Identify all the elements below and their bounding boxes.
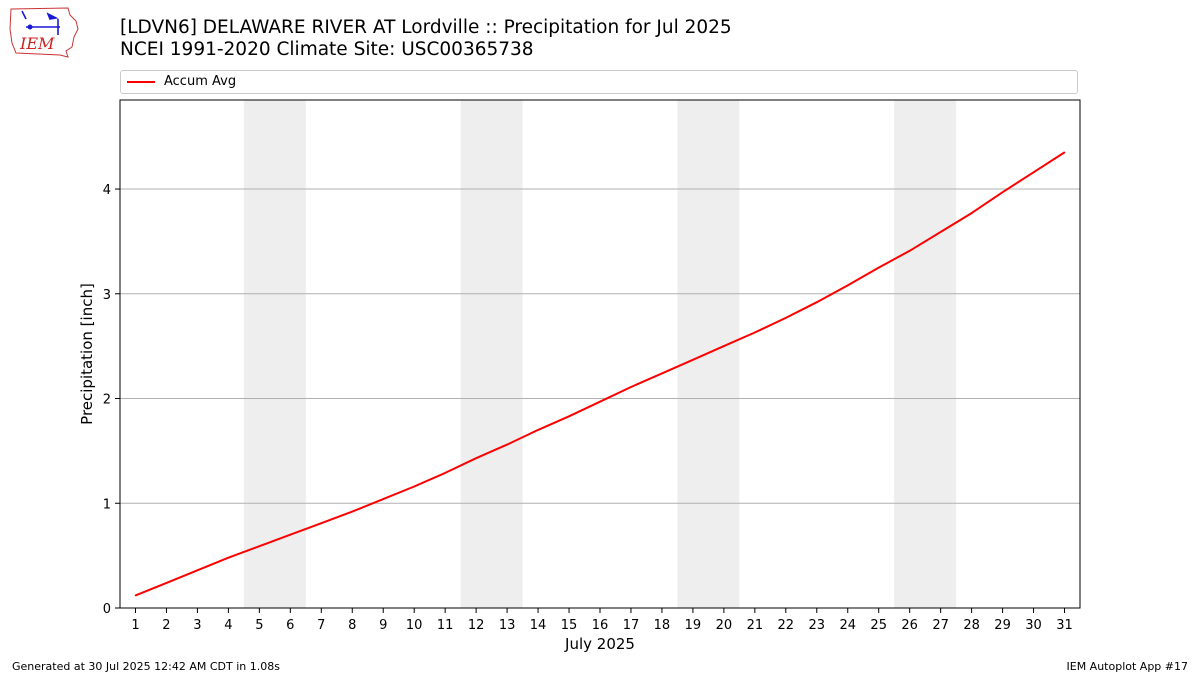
x-tick-label-10: 10 [406, 618, 423, 633]
chart-subtitle: NCEI 1991-2020 Climate Site: USC00365738 [120, 39, 534, 60]
data-point-day-29 [1001, 191, 1004, 193]
chart-title: [LDVN6] DELAWARE RIVER AT Lordville :: P… [120, 17, 732, 38]
x-tick-label-14: 14 [530, 618, 547, 633]
chart-legend: Accum Avg [120, 70, 1078, 94]
x-tick-label-7: 7 [317, 618, 325, 633]
x-tick-label-23: 23 [809, 618, 826, 633]
data-point-day-6 [289, 533, 292, 536]
footer-generated-text: Generated at 30 Jul 2025 12:42 AM CDT in… [12, 660, 280, 673]
x-tick-label-26: 26 [901, 618, 918, 633]
x-tick-label-25: 25 [870, 618, 887, 633]
y-tick-label-1: 1 [103, 497, 111, 512]
data-point-day-10 [413, 485, 415, 488]
data-point-day-31 [1063, 151, 1066, 154]
x-tick-label-8: 8 [348, 618, 356, 633]
x-tick-label-13: 13 [499, 618, 516, 633]
x-tick-label-27: 27 [932, 618, 949, 633]
plot-frame [119, 99, 1081, 609]
data-point-day-14 [537, 429, 539, 431]
data-point-day-12 [475, 457, 477, 460]
data-point-day-27 [939, 231, 942, 233]
x-tick-label-6: 6 [286, 618, 294, 633]
data-point-day-18 [661, 372, 663, 375]
x-tick-label-28: 28 [963, 618, 980, 633]
x-tick-label-12: 12 [468, 618, 485, 633]
weekend-band-2 [460, 100, 523, 608]
data-point-day-30 [1032, 171, 1035, 174]
data-point-day-21 [754, 331, 756, 334]
weekend-band-4 [894, 100, 957, 608]
iem-logo: IEM [9, 7, 79, 58]
data-point-day-1 [134, 594, 137, 597]
weekend-band-1 [243, 100, 306, 608]
x-tick-label-29: 29 [994, 618, 1011, 633]
data-point-day-24 [846, 284, 849, 287]
x-tick-label-30: 30 [1025, 618, 1042, 633]
y-tick-label-3: 3 [103, 288, 111, 303]
data-point-day-22 [785, 317, 787, 319]
data-point-day-3 [196, 569, 199, 572]
x-tick-label-19: 19 [685, 618, 702, 633]
x-tick-label-20: 20 [716, 618, 733, 633]
data-point-day-8 [351, 510, 354, 513]
x-tick-label-4: 4 [224, 618, 232, 633]
data-point-day-13 [506, 443, 508, 446]
iem-logo-text: IEM [19, 34, 55, 53]
data-point-day-11 [444, 472, 446, 474]
data-point-day-16 [599, 400, 601, 403]
y-tick-label-2: 2 [103, 393, 111, 408]
series-line-accum-avg [135, 151, 1066, 597]
x-tick-label-16: 16 [592, 618, 609, 633]
data-point-day-5 [258, 545, 261, 548]
y-axis-label: Precipitation [inch] [78, 283, 96, 425]
legend-label-accum-avg: Accum Avg [164, 74, 237, 89]
x-tick-label-2: 2 [162, 618, 170, 633]
x-tick-label-24: 24 [839, 618, 856, 633]
data-point-day-25 [877, 266, 880, 269]
x-tick-label-18: 18 [654, 618, 671, 633]
data-point-day-7 [320, 522, 323, 524]
x-tick-label-9: 9 [379, 618, 387, 633]
x-tick-label-21: 21 [747, 618, 764, 633]
data-point-day-15 [568, 415, 570, 418]
x-tick-label-1: 1 [131, 618, 139, 633]
data-point-day-17 [630, 386, 632, 388]
x-tick-label-31: 31 [1056, 618, 1073, 633]
data-point-day-2 [165, 582, 168, 584]
data-point-day-20 [723, 345, 725, 347]
x-tick-label-5: 5 [255, 618, 263, 633]
data-point-day-26 [908, 250, 911, 252]
x-axis-label: July 2025 [564, 635, 635, 653]
x-tick-label-22: 22 [778, 618, 795, 633]
data-point-day-4 [227, 556, 230, 559]
x-tick-label-11: 11 [437, 618, 454, 633]
x-tick-label-17: 17 [623, 618, 640, 633]
data-point-day-19 [692, 358, 694, 361]
data-point-day-9 [382, 498, 385, 500]
legend-swatch-accum-avg [127, 81, 155, 83]
y-tick-label-0: 0 [103, 602, 111, 617]
x-tick-label-3: 3 [193, 618, 201, 633]
x-tick-label-15: 15 [561, 618, 578, 633]
footer-app-text: IEM Autoplot App #17 [1066, 660, 1189, 673]
y-tick-label-4: 4 [103, 183, 111, 198]
data-point-day-23 [815, 301, 818, 303]
weekend-band-3 [677, 100, 740, 608]
data-point-day-28 [970, 212, 973, 214]
